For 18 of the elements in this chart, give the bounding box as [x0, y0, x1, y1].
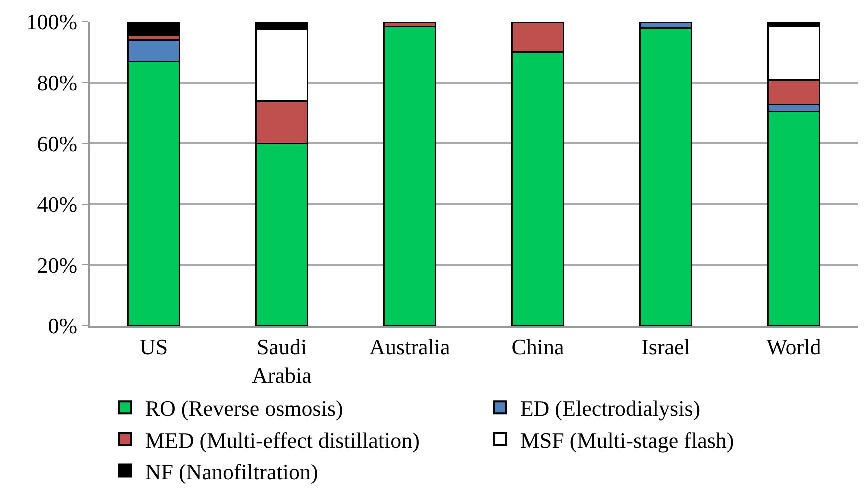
y-tick-label: 20%: [37, 252, 78, 278]
x-tick-label: Saudi Arabia: [252, 334, 312, 388]
legend-label: MED (Multi-effect distillation): [145, 428, 420, 453]
legend-label: MSF (Multi-stage flash): [520, 428, 734, 453]
legend-label: RO (Reverse osmosis): [145, 396, 344, 422]
x-tick-label: Israel: [642, 334, 690, 360]
x-tick-label: Australia: [370, 334, 451, 360]
y-tick-label: 60%: [37, 131, 78, 156]
bar: [384, 26, 436, 326]
x-tick-label: US: [140, 334, 168, 360]
y-tick-label: 80%: [37, 70, 78, 96]
x-tick-label: World: [766, 334, 822, 360]
y-tick-label: 100%: [26, 10, 78, 35]
legend-label: ED (Electrodialysis): [520, 396, 701, 422]
y-tick-label: 40%: [37, 192, 78, 218]
x-tick-label: China: [512, 334, 565, 360]
legend-label: NF (Nanofiltration): [145, 459, 318, 484]
y-tick-label: 0%: [48, 314, 78, 339]
